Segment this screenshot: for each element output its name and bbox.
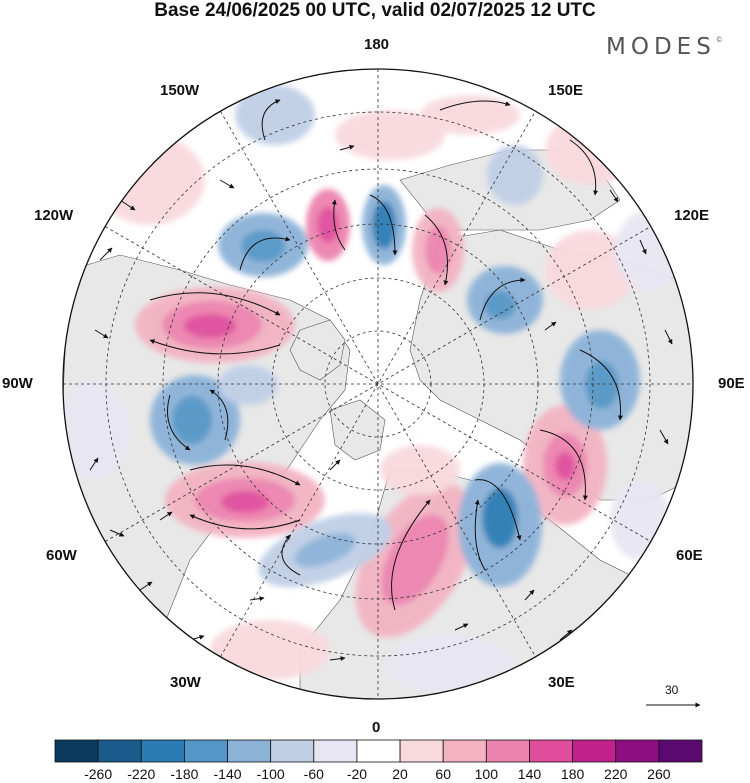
colorbar: -260 -220 -180 -140 -100 -60 -20 20 60 100 140 180 2… — [54, 739, 703, 782]
colorbar-tick-label: -20 — [347, 766, 367, 782]
colorbar-box — [399, 739, 444, 763]
colorbar-tick-label: -140 — [214, 766, 242, 782]
colorbar-tick-label: 180 — [561, 766, 585, 782]
wind-vectors — [89, 99, 673, 662]
label-lon-30w: 30W — [170, 674, 201, 691]
colorbar-tick-label: -180 — [170, 766, 198, 782]
colorbar-box — [442, 739, 487, 763]
colorbar-box — [270, 739, 315, 763]
colorbar-box — [529, 739, 574, 763]
label-lon-0: 0 — [372, 719, 381, 736]
colorbar-box — [227, 739, 272, 763]
label-lon-120e: 120E — [674, 207, 710, 224]
colorbar-box — [356, 739, 401, 763]
colorbar-tick-label: 100 — [475, 766, 499, 782]
colorbar-tick-label: -260 — [84, 766, 112, 782]
colorbar-tick-label: 260 — [647, 766, 671, 782]
colorbar-tick-label: 20 — [392, 766, 408, 782]
label-lon-90w: 90W — [2, 375, 33, 392]
colorbar-box — [485, 739, 530, 763]
colorbar-box — [97, 739, 142, 763]
map-boundary — [62, 68, 694, 700]
colorbar-box — [572, 739, 617, 763]
label-lon-120w: 120W — [34, 207, 74, 224]
colorbar-box — [140, 739, 185, 763]
label-lon-90e: 90E — [718, 375, 745, 392]
label-lon-180: 180 — [364, 36, 390, 53]
anomaly-shading — [63, 85, 685, 695]
graticule — [63, 69, 693, 699]
colorbar-tick-label: 140 — [518, 766, 542, 782]
colorbar-tick-label: -100 — [257, 766, 285, 782]
colorbar-box — [313, 739, 358, 763]
label-lon-60w: 60W — [46, 547, 77, 564]
colorbar-box — [54, 739, 99, 763]
colorbar-tick-label: 60 — [435, 766, 451, 782]
label-lon-150w: 150W — [160, 82, 200, 99]
colorbar-box — [183, 739, 228, 763]
map-title: Base 24/06/2025 00 UTC, valid 02/07/2025… — [154, 0, 596, 21]
label-lon-30e: 30E — [548, 674, 575, 691]
label-lon-150e: 150E — [548, 82, 584, 99]
colorbar-tick-label: -220 — [127, 766, 155, 782]
modes-logo: MODES© — [606, 34, 723, 60]
colorbar-box — [658, 739, 703, 763]
colorbar-tick-label: -60 — [304, 766, 324, 782]
reference-vector-label: 30 — [665, 683, 679, 697]
colorbar-tick-label: 220 — [604, 766, 628, 782]
colorbar-box — [615, 739, 660, 763]
label-lon-60e: 60E — [676, 547, 703, 564]
